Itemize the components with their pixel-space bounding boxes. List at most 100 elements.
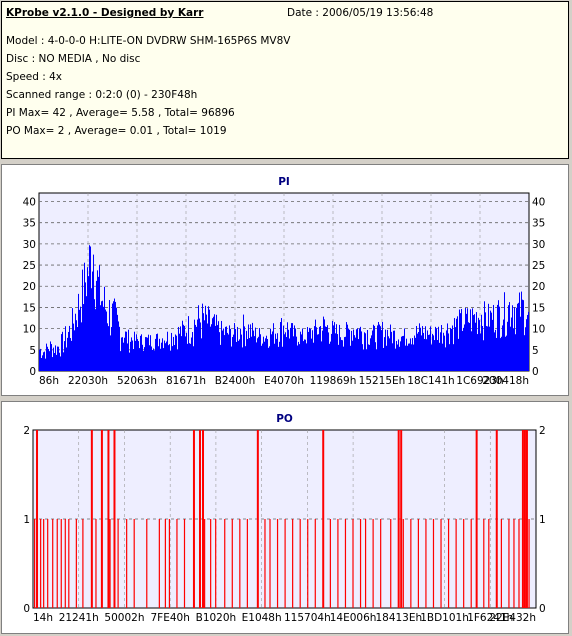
pi-bar — [248, 324, 249, 371]
pi-bar — [279, 341, 280, 371]
pi-bar — [333, 325, 334, 371]
pi-bar — [401, 336, 402, 371]
pi-bar — [67, 337, 68, 371]
pi-bar — [294, 325, 295, 371]
pi-bar — [416, 326, 417, 371]
pi-bar — [133, 349, 134, 371]
pi-bar — [442, 343, 443, 371]
pi-bar — [361, 331, 362, 371]
po-bar — [192, 430, 195, 608]
pi-bar — [302, 328, 303, 371]
pi-bar — [356, 329, 357, 371]
pi-bar — [327, 325, 328, 371]
pi-bar — [277, 333, 278, 371]
po-bar — [337, 519, 339, 608]
pi-bar — [101, 301, 102, 371]
pi-bar — [50, 341, 51, 371]
pi-bar — [503, 319, 504, 371]
pi-bar — [72, 308, 73, 371]
pi-bar — [201, 338, 202, 371]
po-bar — [113, 430, 116, 608]
pi-bar — [241, 334, 242, 371]
pi-bar — [348, 328, 349, 371]
pi-bar — [235, 328, 236, 371]
pi-bar — [254, 336, 255, 371]
pi-bar — [375, 342, 376, 371]
pi-bar — [154, 350, 155, 371]
pi-bar — [276, 338, 277, 371]
pi-chart-panel: PI 0 0 5 5 10 10 15 15 20 20 25 25 30 30 35 35 40 40 86h 220… — [1, 164, 569, 396]
po-bar — [198, 430, 201, 608]
pi-bar — [429, 334, 430, 371]
po-bar — [256, 430, 259, 608]
pi-bar — [352, 340, 353, 371]
pi-bar — [58, 346, 59, 371]
pi-bar — [41, 358, 42, 371]
pi-bar — [246, 330, 247, 371]
pi-bar — [213, 316, 214, 371]
pi-bar — [373, 324, 374, 371]
pi-bar — [286, 337, 287, 371]
pi-bar — [209, 309, 210, 371]
po-bar — [176, 519, 178, 608]
pi-bar — [111, 327, 112, 371]
y-tick-label-left: 25 — [23, 260, 36, 272]
pi-bar — [339, 324, 340, 371]
pi-bar — [75, 313, 76, 371]
pi-bar — [321, 341, 322, 371]
pi-bar — [377, 325, 378, 371]
pi-bar — [215, 325, 216, 371]
pi-bar — [255, 327, 256, 371]
pi-bar — [185, 336, 186, 371]
pi-bar — [465, 308, 466, 371]
pi-bar — [330, 341, 331, 371]
pi-bar — [139, 348, 140, 371]
pi-bar — [161, 342, 162, 371]
pi-bar — [478, 317, 479, 371]
pi-bar — [325, 326, 326, 371]
pi-bar — [446, 330, 447, 371]
pi-bar — [490, 310, 491, 371]
po-bar — [508, 519, 510, 608]
pi-bar — [85, 282, 86, 371]
pi-bar — [380, 326, 381, 371]
pi-bar — [322, 330, 323, 371]
po-bar — [299, 519, 301, 608]
po-bar — [470, 519, 472, 608]
pi-bar — [70, 338, 71, 371]
pi-bar — [122, 337, 123, 371]
pi-bar — [338, 344, 339, 371]
pi-bar — [237, 326, 238, 371]
pi-bar — [165, 343, 166, 371]
pi-bar — [349, 329, 350, 371]
pi-bar — [472, 308, 473, 371]
pi-bar — [524, 335, 525, 371]
pi-bar — [492, 319, 493, 371]
po-bar — [146, 519, 148, 608]
pi-bar — [300, 331, 301, 371]
pi-bar — [340, 337, 341, 371]
pi-bar — [205, 305, 206, 371]
po-chart: PO 0 0 1 1 2 2 14h 21241h 50002h 7FE40h B1020h E1048… — [23, 413, 545, 624]
pi-bar — [270, 328, 271, 371]
pi-bar — [45, 358, 46, 371]
pi-bar — [433, 335, 434, 371]
pi-bar — [386, 345, 387, 371]
pi-bar — [455, 327, 456, 371]
pi-bar — [54, 353, 55, 371]
po-bar — [210, 519, 212, 608]
pi-bar — [498, 300, 499, 371]
pi-bar — [128, 329, 129, 371]
pi-bar — [312, 330, 313, 371]
pi-bar — [150, 335, 151, 371]
pi-bar — [62, 331, 63, 371]
pi-bar — [454, 318, 455, 371]
pi-bar — [211, 324, 212, 371]
pi-bar — [491, 312, 492, 371]
pi-bar — [264, 341, 265, 371]
pi-bar — [159, 338, 160, 371]
pi-bar — [65, 326, 66, 371]
pi-bar — [481, 314, 482, 371]
pi-bar — [443, 332, 444, 371]
x-tick-label: 1BD101h — [420, 612, 469, 624]
